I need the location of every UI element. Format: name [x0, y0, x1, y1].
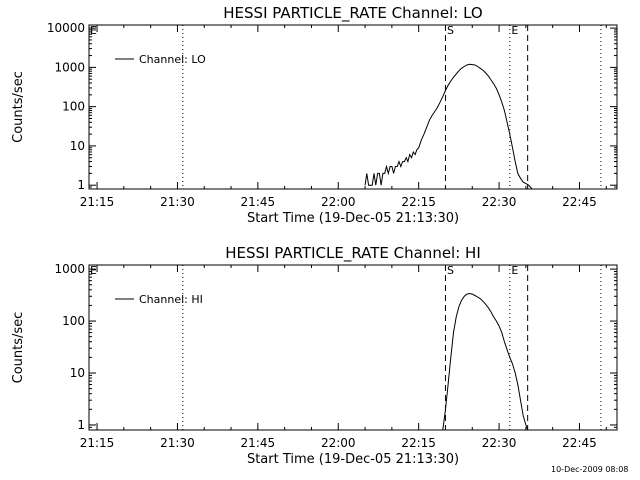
x-tick-label: 22:00	[321, 195, 356, 209]
y-tick-label: 1000	[54, 262, 85, 276]
y-axis-label: Counts/sec	[11, 312, 26, 384]
plot-frame	[88, 264, 618, 431]
x-tick-label: 22:30	[482, 195, 517, 209]
corner-mark: E	[90, 264, 97, 277]
y-tick-label: 1	[77, 178, 85, 192]
marker-label: S	[447, 24, 454, 37]
x-tick-label: 22:45	[562, 195, 597, 209]
x-tick-label: 22:15	[401, 436, 436, 450]
x-tick-label: 21:30	[160, 436, 195, 450]
marker-label: E	[511, 24, 518, 37]
y-tick-label: 10	[70, 139, 85, 153]
y-tick-label: 10	[70, 366, 85, 380]
x-tick-label: 21:45	[241, 195, 276, 209]
y-tick-label: 10000	[47, 21, 85, 35]
plot-frame	[88, 24, 618, 190]
chart-title: HESSI PARTICLE_RATE Channel: LO	[223, 4, 482, 23]
legend-entry: Channel: LO	[139, 53, 206, 66]
marker-label: S	[447, 264, 454, 277]
corner-mark: E	[90, 24, 97, 37]
legend-entry: Channel: HI	[139, 293, 203, 306]
series-line	[442, 292, 529, 431]
x-tick-label: 22:15	[401, 195, 436, 209]
marker-label: E	[511, 264, 518, 277]
x-tick-label: 22:30	[482, 436, 517, 450]
x-tick-label: 21:30	[160, 195, 195, 209]
y-tick-label: 1	[77, 418, 85, 432]
footer-timestamp: 10-Dec-2009 08:08	[551, 465, 629, 474]
series-line	[364, 63, 534, 190]
x-tick-label: 21:15	[80, 436, 115, 450]
y-tick-label: 100	[62, 100, 85, 114]
chart-title: HESSI PARTICLE_RATE Channel: HI	[225, 244, 481, 263]
x-tick-label: 21:45	[241, 436, 276, 450]
x-tick-label: 21:15	[80, 195, 115, 209]
y-tick-label: 1000	[54, 60, 85, 74]
x-tick-label: 22:00	[321, 436, 356, 450]
y-axis-label: Counts/sec	[11, 71, 26, 143]
y-tick-label: 100	[62, 314, 85, 328]
x-axis-label: Start Time (19-Dec-05 21:13:30)	[247, 452, 459, 467]
x-axis-label: Start Time (19-Dec-05 21:13:30)	[247, 211, 459, 226]
x-tick-label: 22:45	[562, 436, 597, 450]
